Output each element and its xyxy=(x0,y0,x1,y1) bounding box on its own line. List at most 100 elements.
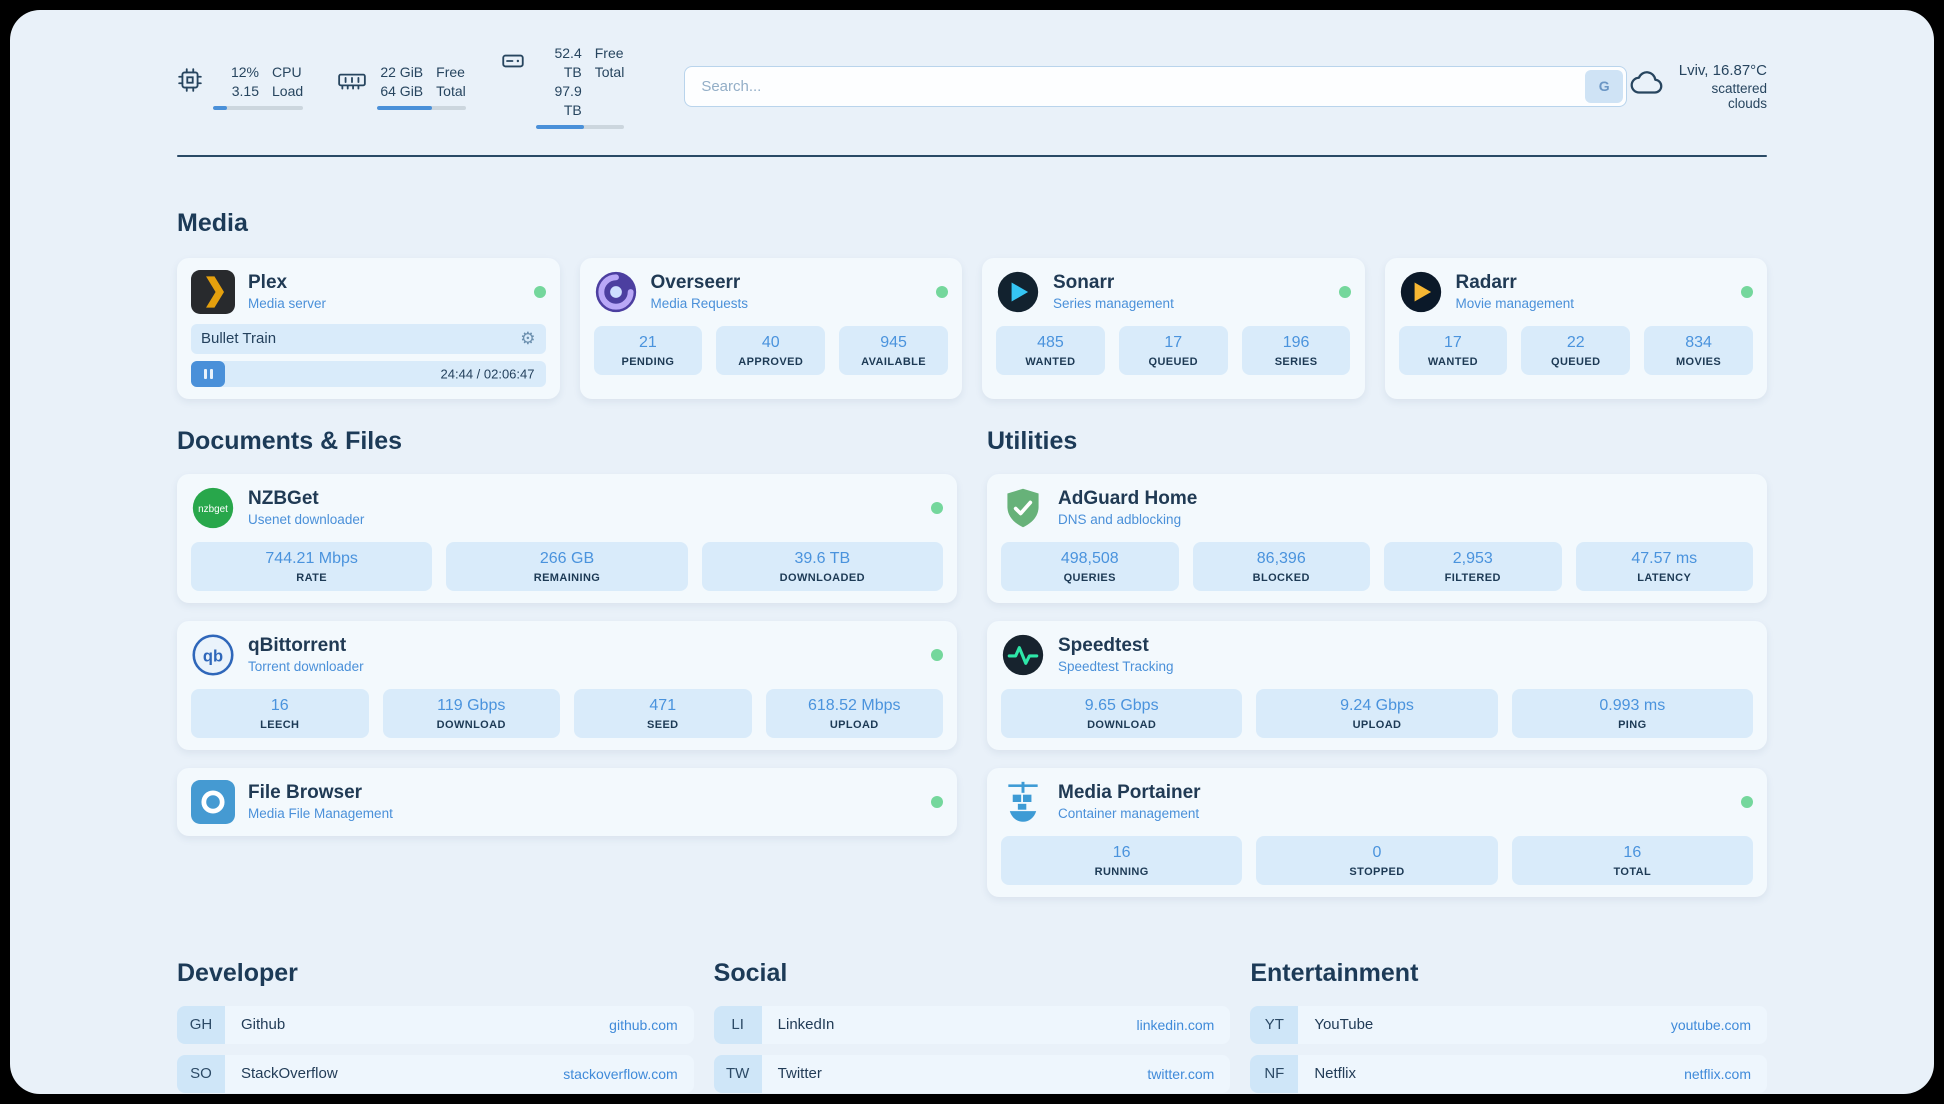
weather-condition: scattered clouds xyxy=(1711,80,1767,111)
gear-icon[interactable]: ⚙ xyxy=(520,329,536,349)
app-name: NZBGet xyxy=(248,488,319,510)
stat-label: DOWNLOAD xyxy=(436,718,506,731)
app-card-adguard[interactable]: AdGuard Home DNS and adblocking 498,508 … xyxy=(987,473,1767,603)
app-card-filebrowser[interactable]: File Browser Media File Management xyxy=(177,767,957,836)
cpu-load-label: Load xyxy=(272,82,304,99)
status-dot xyxy=(1338,285,1351,298)
sonarr-icon xyxy=(996,270,1040,314)
ram-free-label: Free xyxy=(436,63,465,80)
app-card-radarr[interactable]: Radarr Movie management 17 WANTED 22 QUE… xyxy=(1384,257,1767,399)
stat-downloaded: 39.6 TB DOWNLOADED xyxy=(701,541,943,591)
stat-ping: 0.993 ms PING xyxy=(1511,688,1753,738)
stat-download: 119 Gbps DOWNLOAD xyxy=(382,688,560,738)
disk-free-label: Free xyxy=(594,45,624,61)
app-card-qbittorrent[interactable]: qb qBittorrent Torrent downloader 16 LEE… xyxy=(177,620,957,750)
app-name: File Browser xyxy=(248,782,363,804)
app-subtitle: Container management xyxy=(1058,806,1200,822)
stat-label: STOPPED xyxy=(1349,865,1405,878)
stat-label: LATENCY xyxy=(1637,571,1692,584)
cpu-usage-value: 12% xyxy=(230,63,259,80)
stat-value: 119 Gbps xyxy=(437,696,506,714)
app-name: AdGuard Home xyxy=(1058,488,1198,510)
stat-value: 39.6 TB xyxy=(794,549,851,567)
stat-value: 47.57 ms xyxy=(1631,549,1698,567)
pause-icon[interactable] xyxy=(203,368,213,379)
status-dot xyxy=(931,501,943,514)
bookmark-stackoverflow[interactable]: SO StackOverflow stackoverflow.com xyxy=(177,1054,694,1093)
stat-leech: 16 LEECH xyxy=(191,688,369,738)
disk-readout: 52.4 TB 97.9 TB Free Total xyxy=(535,44,625,129)
status-dot xyxy=(931,795,943,808)
bookmark-url[interactable]: netflix.com xyxy=(1684,1065,1751,1082)
stat-value: 196 xyxy=(1282,333,1310,351)
stat-value: 21 xyxy=(639,333,657,351)
cpu-progress-fill xyxy=(213,105,227,110)
bookmark-url[interactable]: twitter.com xyxy=(1147,1065,1215,1082)
plex-icon xyxy=(191,269,235,314)
svg-text:nzbget: nzbget xyxy=(198,504,228,515)
cpu-readout: 12% 3.15 CPU Load xyxy=(213,63,304,110)
bookmark-group-title: Entertainment xyxy=(1250,958,1419,987)
stat-seed: 471 SEED xyxy=(574,688,752,738)
stat-value: 2,953 xyxy=(1452,549,1493,567)
app-name: Radarr xyxy=(1455,272,1517,294)
app-name: Plex xyxy=(248,272,288,294)
stat-wanted: 485 WANTED xyxy=(996,325,1105,375)
stat-label: TOTAL xyxy=(1613,865,1652,878)
cpu-icon xyxy=(177,67,203,93)
app-card-sonarr[interactable]: Sonarr Series management 485 WANTED 17 Q… xyxy=(982,257,1365,399)
bookmark-url[interactable]: github.com xyxy=(609,1016,678,1033)
stat-stopped: 0 STOPPED xyxy=(1256,835,1498,885)
weather-widget[interactable]: Lviv, 16.87°C scattered clouds xyxy=(1627,62,1767,111)
bookmark-name: YouTube xyxy=(1314,1016,1374,1034)
app-name: Speedtest xyxy=(1058,635,1149,657)
stat-label: REMAINING xyxy=(533,571,601,584)
stat-label: QUEUED xyxy=(1551,355,1601,368)
app-name: qBittorrent xyxy=(248,635,347,657)
cpu-progress-bar xyxy=(213,105,304,110)
stat-series: 196 SERIES xyxy=(1241,325,1351,375)
status-dot xyxy=(936,285,948,298)
stat-label: MOVIES xyxy=(1675,355,1722,368)
playback-seek-bar[interactable]: 24:44 / 02:06:47 xyxy=(191,360,546,387)
ram-total-label: Total xyxy=(436,82,466,99)
filebrowser-icon xyxy=(191,779,235,824)
bookmark-youtube[interactable]: YT YouTube youtube.com xyxy=(1250,1005,1767,1044)
bookmark-github[interactable]: GH Github github.com xyxy=(177,1005,694,1044)
portainer-icon xyxy=(1001,780,1045,824)
stat-label: QUEUED xyxy=(1148,355,1198,368)
stat-value: 0 xyxy=(1372,843,1382,861)
bookmark-url[interactable]: youtube.com xyxy=(1670,1016,1751,1033)
section-title-utilities: Utilities xyxy=(987,426,1078,455)
stat-label: RATE xyxy=(296,571,328,584)
bookmark-netflix[interactable]: NF Netflix netflix.com xyxy=(1250,1054,1767,1093)
stat-value: 9.24 Gbps xyxy=(1340,696,1414,714)
bookmark-group-developer: Developer GH Github github.com SO StackO… xyxy=(177,959,694,1094)
status-dot xyxy=(1741,795,1753,808)
stat-latency: 47.57 ms LATENCY xyxy=(1575,541,1753,591)
app-card-plex[interactable]: Plex Media server Bullet Train ⚙ 24:44 /… xyxy=(177,257,560,399)
stat-total: 16 TOTAL xyxy=(1511,835,1753,885)
stat-approved: 40 APPROVED xyxy=(716,325,826,375)
stat-value: 16 xyxy=(270,696,289,714)
search-input[interactable] xyxy=(684,65,1628,107)
utilities-column: Utilities AdGuard Home DNS and adblockin… xyxy=(987,427,1767,897)
stat-value: 17 xyxy=(1444,333,1462,351)
bookmark-url[interactable]: linkedin.com xyxy=(1136,1016,1215,1033)
app-subtitle: DNS and adblocking xyxy=(1058,512,1182,528)
app-card-speedtest[interactable]: Speedtest Speedtest Tracking 9.65 Gbps D… xyxy=(987,620,1767,750)
disk-progress-bar xyxy=(535,124,625,129)
search-provider-button[interactable]: G xyxy=(1585,69,1624,103)
app-card-portainer[interactable]: Media Portainer Container management 16 … xyxy=(987,767,1767,897)
app-card-nzbget[interactable]: nzbget NZBGet Usenet downloader 744.21 M… xyxy=(177,473,957,603)
bookmark-linkedin[interactable]: LI LinkedIn linkedin.com xyxy=(713,1005,1231,1044)
bookmark-url[interactable]: stackoverflow.com xyxy=(563,1065,678,1082)
stat-value: 266 GB xyxy=(539,549,595,567)
stat-label: FILTERED xyxy=(1444,571,1501,584)
stat-label: APPROVED xyxy=(738,355,804,368)
app-card-overseerr[interactable]: Overseerr Media Requests 21 PENDING 40 A… xyxy=(579,257,962,399)
stat-label: DOWNLOAD xyxy=(1087,718,1157,731)
ram-readout: 22 GiB 64 GiB Free Total xyxy=(377,63,466,110)
bookmark-twitter[interactable]: TW Twitter twitter.com xyxy=(713,1054,1231,1093)
app-subtitle: Media File Management xyxy=(248,806,393,822)
